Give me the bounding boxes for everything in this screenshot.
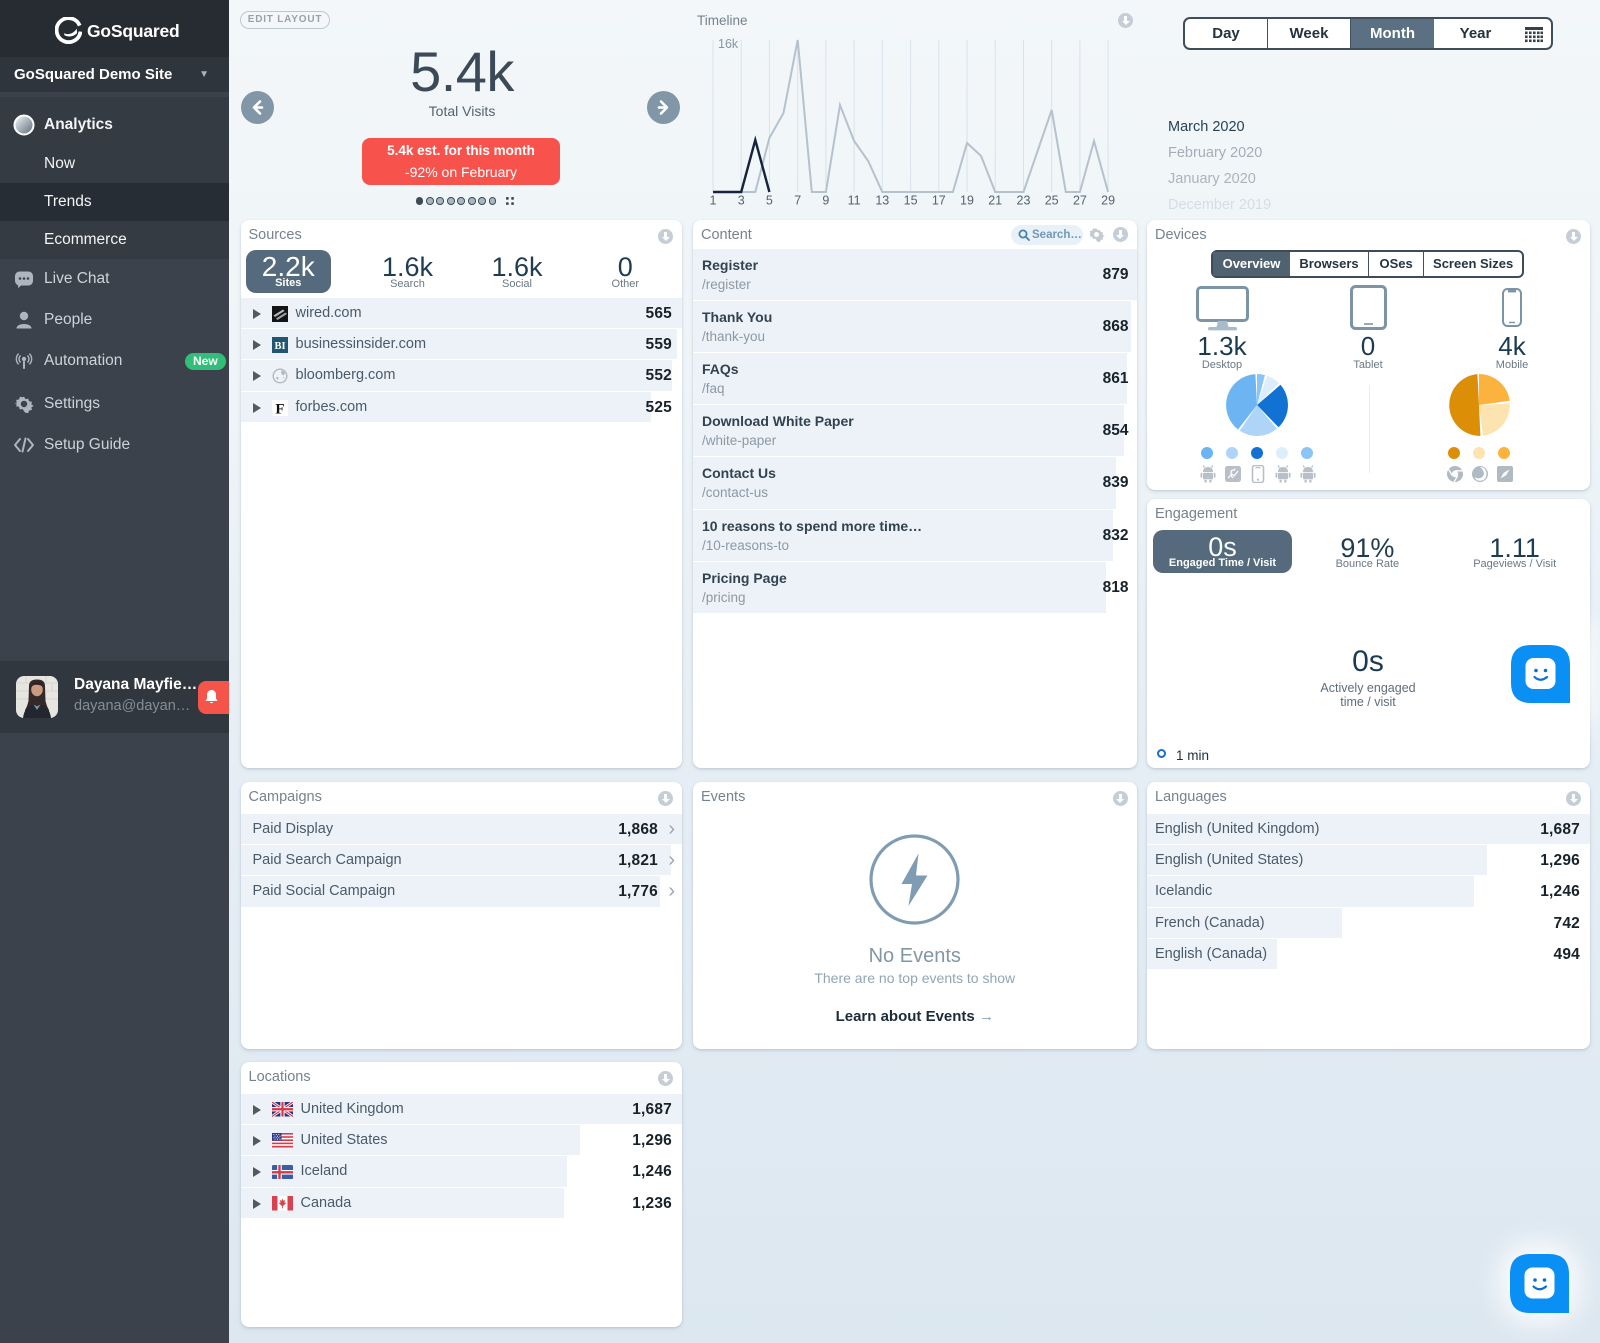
svg-text:7: 7 xyxy=(794,194,801,208)
svg-text:21: 21 xyxy=(988,194,1002,208)
svg-text:9: 9 xyxy=(822,194,829,208)
svg-text:23: 23 xyxy=(1017,194,1031,208)
svg-text:F: F xyxy=(275,401,284,416)
svg-text:11: 11 xyxy=(848,194,861,208)
svg-text:29: 29 xyxy=(1101,194,1115,208)
svg-text:BI: BI xyxy=(274,341,285,352)
svg-text:3: 3 xyxy=(738,194,745,208)
svg-text:27: 27 xyxy=(1073,194,1087,208)
svg-text:1: 1 xyxy=(710,194,717,208)
svg-text:19: 19 xyxy=(960,194,974,208)
svg-text:15: 15 xyxy=(904,194,918,208)
svg-text:5: 5 xyxy=(766,194,773,208)
svg-text:16k: 16k xyxy=(718,37,739,51)
svg-text:25: 25 xyxy=(1045,194,1059,208)
svg-text:13: 13 xyxy=(875,194,889,208)
svg-text:17: 17 xyxy=(932,194,946,208)
